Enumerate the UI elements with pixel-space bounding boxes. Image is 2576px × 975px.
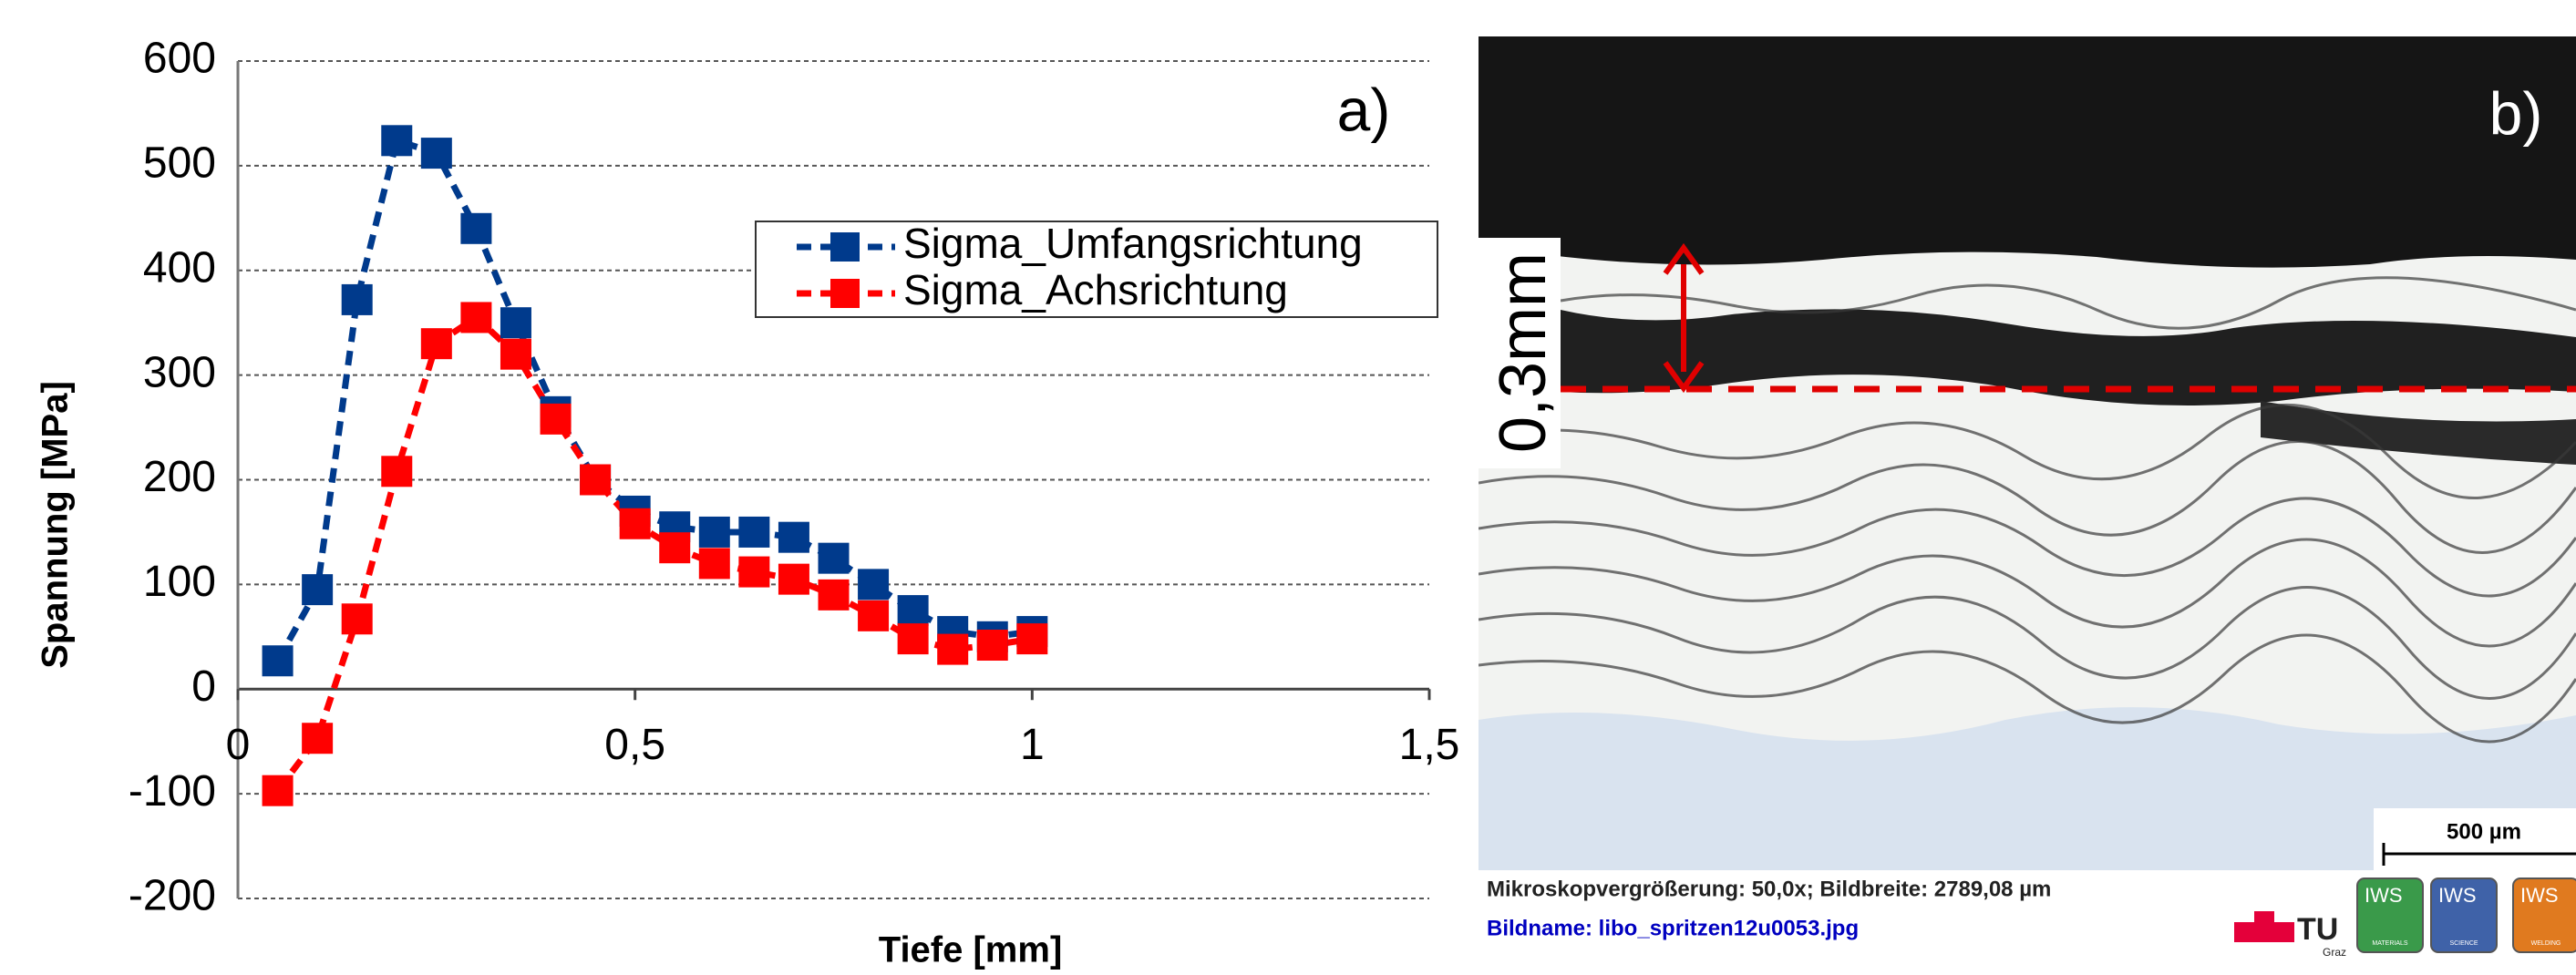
marker [778,522,809,553]
y-tick-label: 0 [191,662,216,711]
marker [460,213,491,244]
x-axis-label: Tiefe [mm] [879,930,1063,970]
marker [460,302,491,333]
y-tick-label: 300 [143,348,216,396]
marker [699,548,730,579]
legend-marker [830,232,860,262]
marker [898,595,929,626]
marker [342,284,373,315]
marker [937,634,968,665]
marker [659,532,690,563]
annotation: a) [1337,76,1391,143]
iws-label: IWS [2520,884,2559,907]
marker [500,339,531,370]
marker [738,557,769,588]
marker [977,630,1008,661]
marker [263,775,294,806]
caption: Mikroskopvergrößerung: 50,0x; Bildbreite… [1487,877,2051,901]
marker [738,517,769,548]
iws-sub: SCIENCE [2449,940,2478,947]
y-axis-label: Spannung [MPa] [36,381,76,669]
panel-label: b) [2489,79,2543,147]
y-tick-label: 500 [143,139,216,188]
marker [381,125,412,156]
scale-label: 500 µm [2447,819,2521,844]
depth-label: 0,3mm [1487,252,1560,453]
marker [381,456,412,487]
marker [898,623,929,654]
y-tick-label: -200 [129,872,216,920]
x-tick-label: 0 [226,721,251,769]
marker [819,580,850,611]
legend-label: Sigma_Umfangsrichtung [903,220,1363,267]
iws-sub: WELDING [2531,940,2561,947]
marker [421,138,452,169]
x-tick-label: 1 [1020,721,1045,769]
marker [580,465,611,496]
marker [819,543,850,574]
series-line [278,140,1033,661]
marker [699,517,730,548]
dark-region [1479,36,2576,268]
tu-logo: TU Graz [2234,911,2346,959]
legend-label: Sigma_Achsrichtung [903,266,1288,313]
micrograph: 0,3mm b) 500 µm [1479,36,2576,870]
marker [1016,623,1047,654]
tu-text: TU [2297,912,2338,947]
page: 0,3mm b) 500 µm Mikroskopvergrößerung: 5… [0,0,2576,975]
x-tick-label: 0,5 [604,721,665,769]
marker [778,564,809,595]
marker [302,723,333,754]
x-tick-label: 1,5 [1399,721,1460,769]
marker [500,307,531,338]
marker [541,404,572,435]
y-tick-label: 200 [143,453,216,501]
marker [620,508,651,539]
marker [342,603,373,634]
marker [858,569,889,600]
y-tick-label: 400 [143,243,216,292]
series-line [278,317,1033,790]
marker [302,574,333,605]
legend-marker [830,279,860,308]
marker [263,645,294,676]
marker [421,328,452,359]
graz-text: Graz [2323,946,2346,959]
iws-label: IWS [2438,884,2477,907]
marker [858,600,889,631]
iws-label: IWS [2365,884,2403,907]
y-tick-label: 100 [143,558,216,606]
y-tick-label: 600 [143,35,216,83]
y-tick-label: -100 [129,767,216,816]
filename: Bildname: libo_spritzen12u0053.jpg [1487,916,1859,940]
iws-sub: MATERIALS [2372,940,2407,947]
